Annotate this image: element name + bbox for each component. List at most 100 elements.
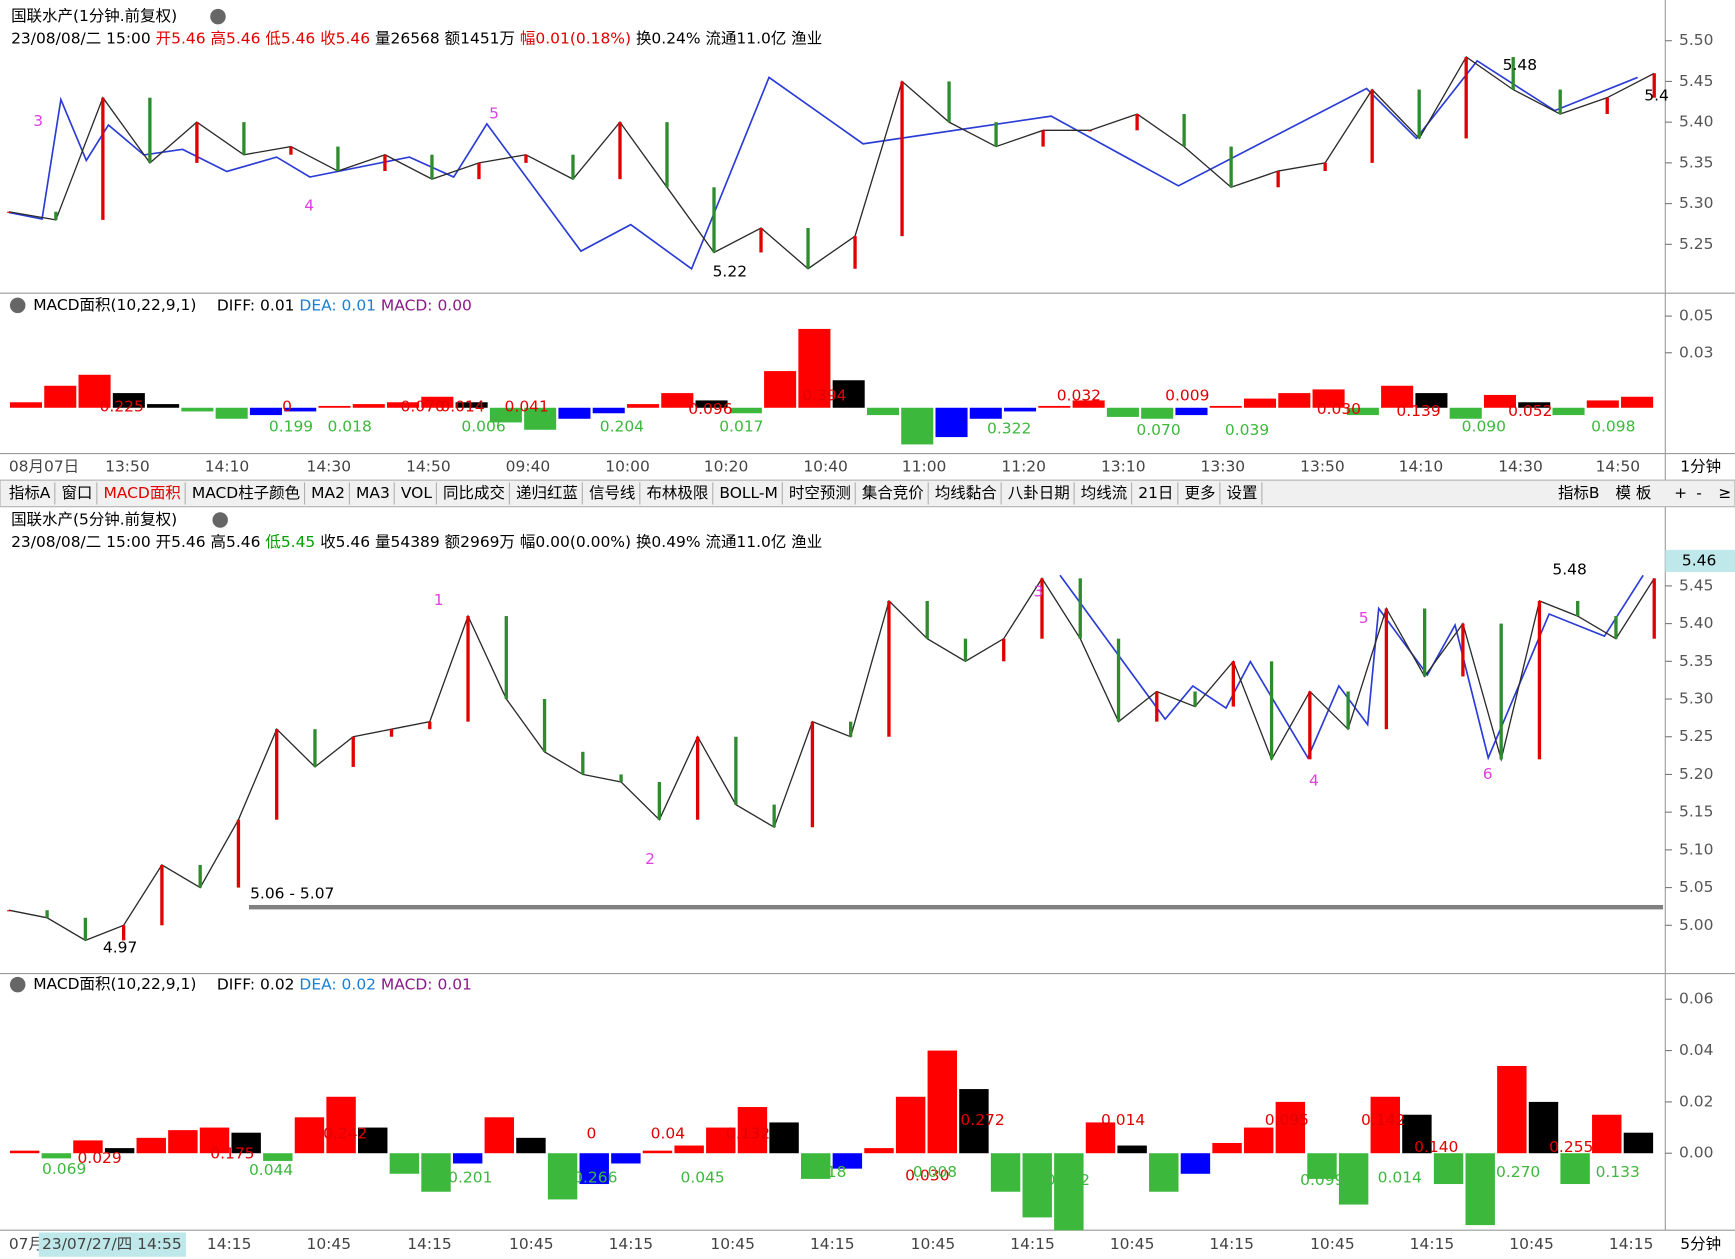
toolbar-button[interactable]: 21日 (1138, 484, 1173, 502)
macd-bar (798, 328, 831, 408)
macd-bar (294, 1117, 325, 1154)
collapse-icon (212, 512, 228, 528)
x-tick-label: 14:15 (207, 1235, 252, 1253)
candle (1511, 57, 1515, 90)
x-tick-label: 11:00 (902, 457, 947, 475)
toolbar-button[interactable]: - (1696, 484, 1702, 502)
x-tick-label: 10:45 (1110, 1235, 1155, 1253)
candle (849, 721, 853, 737)
candle (504, 616, 508, 700)
toolbar-button[interactable]: MACD面积 (103, 484, 180, 502)
candle (101, 97, 105, 220)
macd-annotation: 0.204 (600, 418, 644, 436)
candle (619, 774, 623, 782)
macd-bar (579, 1153, 609, 1185)
info-line: 23/08/08/二 15:00 开5.46 高5.46 低5.46 收5.46… (11, 29, 822, 47)
macd-annotation: 0.352 (1046, 1171, 1090, 1189)
macd-annotation: 0.014 (1101, 1111, 1145, 1129)
candle (734, 736, 738, 805)
macd-annotation: 0.045 (681, 1169, 725, 1187)
macd-annotation: 0.199 (269, 418, 313, 436)
macd-annotation: 0.029 (77, 1149, 121, 1167)
toolbar-button[interactable]: 设置 (1226, 484, 1257, 502)
toolbar-button[interactable]: 更多 (1184, 484, 1215, 502)
candle (7, 211, 11, 213)
x-tick-label: 13:50 (105, 457, 150, 475)
x-tick-label: 14:15 (1609, 1235, 1654, 1253)
candle (1269, 661, 1274, 760)
toolbar-button[interactable]: ≥ (1718, 484, 1731, 502)
toolbar-button[interactable]: + (1674, 484, 1687, 502)
x-tick-label: 11:20 (1001, 457, 1046, 475)
collapse-icon (9, 976, 26, 993)
readout: MACD: 0.01 (381, 975, 472, 993)
macd-bar (1038, 405, 1071, 408)
info-item: 高5.46 (211, 533, 261, 551)
macd-annotation: 0.069 (42, 1160, 86, 1178)
candle (195, 122, 199, 163)
toolbar-button[interactable]: MA2 (311, 484, 345, 502)
toolbar-button[interactable]: 模 板 (1615, 484, 1651, 502)
candle (1461, 623, 1465, 677)
toolbar-button[interactable]: 布林极限 (646, 484, 708, 502)
toolbar-button[interactable]: 窗口 (61, 484, 92, 502)
toolbar-button[interactable]: 信号线 (589, 484, 635, 502)
candle (1193, 691, 1197, 707)
candle (236, 819, 241, 888)
macd-bar (326, 1096, 356, 1154)
macd-annotation: 0.098 (1591, 418, 1635, 436)
macd-bar (864, 1148, 894, 1154)
macd-bar (1212, 1142, 1242, 1154)
x-tick-label: 14:15 (810, 1235, 855, 1253)
macd-bar (484, 1117, 515, 1154)
macd-annotation: 0.225 (100, 398, 144, 416)
macd-bar (147, 404, 180, 408)
toolbar-button[interactable]: BOLL-M (719, 484, 777, 502)
macd-bar (1312, 389, 1345, 408)
toolbar-button[interactable]: 递归红蓝 (516, 484, 578, 502)
toolbar-button[interactable]: 同比成交 (443, 484, 505, 502)
toolbar-button[interactable]: 均线黏合 (935, 484, 997, 502)
readout: DEA: 0.01 (299, 296, 376, 314)
x-tick-label: 14:10 (1399, 457, 1444, 475)
toolbar-button[interactable]: 集合竞价 (862, 484, 924, 502)
macd-annotation: 0.030 (1317, 400, 1361, 418)
macd-annotation: 0.201 (448, 1169, 492, 1187)
macd-bar (516, 1137, 546, 1154)
macd-bar (231, 1132, 261, 1154)
x-tick-label: 10:45 (1509, 1235, 1554, 1253)
candle (1182, 114, 1186, 147)
macd-bar (547, 1153, 578, 1200)
macd-bar (1243, 398, 1277, 408)
macd-bar (284, 407, 317, 412)
macd-annotation: 0.044 (249, 1161, 293, 1179)
y-tick-label: 0.00 (1679, 1144, 1713, 1162)
y-tick-label: 5.30 (1679, 194, 1713, 212)
macd-bar (9, 402, 43, 408)
macd-bar (801, 1153, 831, 1179)
toolbar-button[interactable]: 时空预测 (789, 484, 851, 502)
toolbar-button[interactable]: 指标A (9, 484, 51, 502)
x-tick-label: 13:30 (1201, 457, 1246, 475)
y-tick-label: 5.05 (1679, 878, 1713, 896)
candle (389, 729, 394, 737)
candle (1605, 97, 1609, 115)
info-item: 23/08/08/二 15:00 (11, 533, 151, 551)
toolbar-button[interactable]: 八卦日期 (1008, 484, 1070, 502)
macd-bar (558, 407, 591, 419)
candle (963, 638, 968, 662)
x-tick-label: 14:15 (407, 1235, 452, 1253)
toolbar-button[interactable]: MA3 (356, 484, 390, 502)
macd-annotation: 0.095 (1265, 1111, 1309, 1129)
toolbar-button[interactable]: 均线流 (1081, 484, 1127, 502)
candle (383, 154, 387, 172)
candle (1422, 608, 1427, 677)
toolbar-button[interactable]: MACD柱子颜色 (192, 484, 300, 502)
macd-bar (674, 1145, 704, 1154)
macd-bar (1415, 393, 1448, 408)
candle (542, 699, 547, 752)
candle (1041, 130, 1045, 147)
toolbar-button[interactable]: 指标B (1558, 484, 1600, 502)
info-item: 幅0.01(0.18%) (520, 29, 631, 47)
toolbar-button[interactable]: VOL (401, 484, 432, 502)
